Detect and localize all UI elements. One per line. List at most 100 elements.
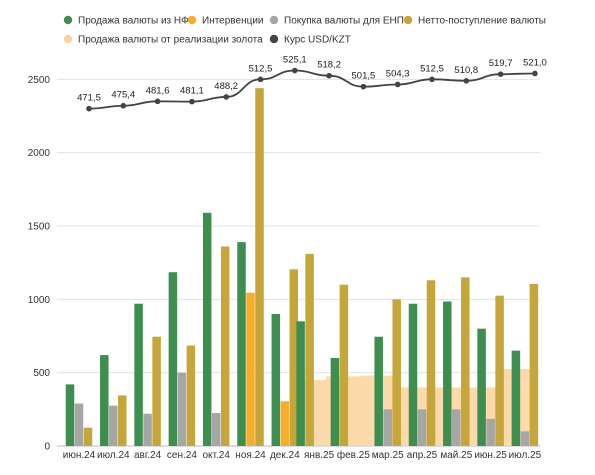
legend-marker — [403, 15, 413, 25]
bar — [305, 253, 314, 446]
x-tick-label: июл.24 — [97, 450, 130, 461]
bar — [134, 303, 143, 446]
bar — [118, 395, 127, 446]
line-point — [292, 67, 298, 74]
x-tick-label: сен.24 — [167, 450, 197, 461]
bar — [461, 277, 470, 446]
data-label: 512,5 — [420, 63, 444, 74]
bar — [186, 345, 196, 446]
bar — [426, 280, 436, 446]
x-tick-label: апр.25 — [407, 450, 438, 461]
data-label: 521,0 — [523, 57, 547, 68]
line-point — [463, 78, 470, 84]
bar — [383, 409, 392, 446]
bar — [289, 269, 299, 446]
line-point — [86, 105, 92, 112]
bar — [408, 303, 418, 446]
line-point — [532, 70, 538, 77]
bars — [65, 88, 539, 446]
line-usd-kzt — [88, 69, 535, 110]
x-tick-label: июн.24 — [63, 450, 96, 461]
y-axis: 0 500 1000 1500 2000 2500 — [28, 75, 51, 453]
y-tick-label: 0 — [44, 442, 50, 453]
bar — [109, 405, 118, 446]
bar — [271, 314, 281, 446]
data-label: 518,2 — [317, 60, 341, 71]
bar — [529, 283, 539, 446]
x-tick-label: фев.25 — [337, 449, 370, 461]
bar — [374, 336, 383, 446]
bar — [83, 427, 93, 446]
legend-marker — [63, 15, 73, 25]
y-tick-label: 1500 — [28, 222, 51, 233]
usd-kzt-line: 471,5 475,4 481,6 481,1 488,2 512,5 525,1 518,2… — [77, 55, 547, 112]
bar — [486, 418, 495, 446]
x-tick-label: июл.25 — [509, 450, 542, 461]
x-tick-label: июн.25 — [474, 450, 507, 461]
line-point — [429, 76, 435, 83]
legend-marker — [269, 34, 279, 44]
legend-label: Курс USD/KZT — [284, 35, 351, 46]
data-label: 519,7 — [489, 58, 513, 69]
line-point — [154, 98, 161, 105]
bar — [202, 212, 212, 446]
line-point — [394, 81, 401, 88]
x-tick-label: ноя.24 — [235, 450, 266, 461]
x-axis: июн.24 июл.24 авг.24 сен.24 окт.24 ноя.24 дек.… — [63, 449, 542, 461]
bar — [74, 403, 84, 446]
legend-marker — [187, 15, 197, 25]
bar — [143, 413, 152, 446]
line-point — [257, 76, 264, 83]
bar — [177, 372, 187, 446]
y-tick-label: 500 — [33, 368, 50, 379]
data-label: 504,3 — [386, 68, 410, 79]
x-tick-label: дек.24 — [270, 450, 300, 461]
legend-marker — [269, 15, 279, 25]
bar — [255, 88, 264, 446]
data-label: 525,1 — [283, 55, 307, 66]
legend-label: Нетто-поступление валюты — [418, 16, 546, 27]
bar — [520, 431, 530, 446]
legend-marker — [63, 34, 73, 44]
bar — [330, 358, 340, 446]
x-tick-label: окт.24 — [202, 450, 230, 461]
bar — [495, 295, 504, 446]
bar — [152, 336, 161, 446]
data-label: 481,6 — [146, 85, 170, 96]
x-tick-label: янв.25 — [304, 450, 335, 461]
data-label: 510,8 — [454, 65, 478, 76]
legend: Продажа валюты из НФ Интервенции Покупка в… — [63, 15, 546, 46]
bar — [477, 328, 486, 446]
bar — [100, 355, 109, 446]
legend-label: Интервенции — [202, 16, 263, 27]
y-tick-label: 2500 — [28, 75, 51, 86]
bar — [452, 409, 461, 446]
bar — [237, 242, 246, 446]
line-point — [360, 83, 367, 90]
x-tick-label: май.25 — [440, 450, 472, 461]
bar — [246, 292, 255, 446]
bar — [392, 299, 401, 446]
bar — [296, 321, 305, 446]
line-point — [223, 94, 229, 100]
legend-label: Продажа валюты из НФ — [78, 16, 189, 27]
y-tick-label: 1000 — [28, 295, 51, 306]
data-label: 481,1 — [180, 86, 204, 97]
y-tick-label: 2000 — [28, 148, 51, 159]
bar — [65, 384, 75, 446]
data-label: 501,5 — [352, 71, 376, 82]
bar — [168, 272, 178, 446]
line-point — [497, 71, 504, 77]
data-label: 488,2 — [214, 81, 238, 92]
line-point — [326, 72, 332, 79]
bar — [511, 350, 521, 446]
x-tick-label: мар.25 — [372, 450, 404, 461]
data-label: 512,5 — [249, 63, 273, 74]
bar — [211, 413, 221, 446]
bar — [417, 409, 427, 446]
legend-label: Покупка валюты для ЕНПФ — [284, 16, 412, 27]
data-label: 471,5 — [77, 93, 101, 104]
bar — [280, 401, 290, 446]
line-point — [120, 102, 127, 109]
